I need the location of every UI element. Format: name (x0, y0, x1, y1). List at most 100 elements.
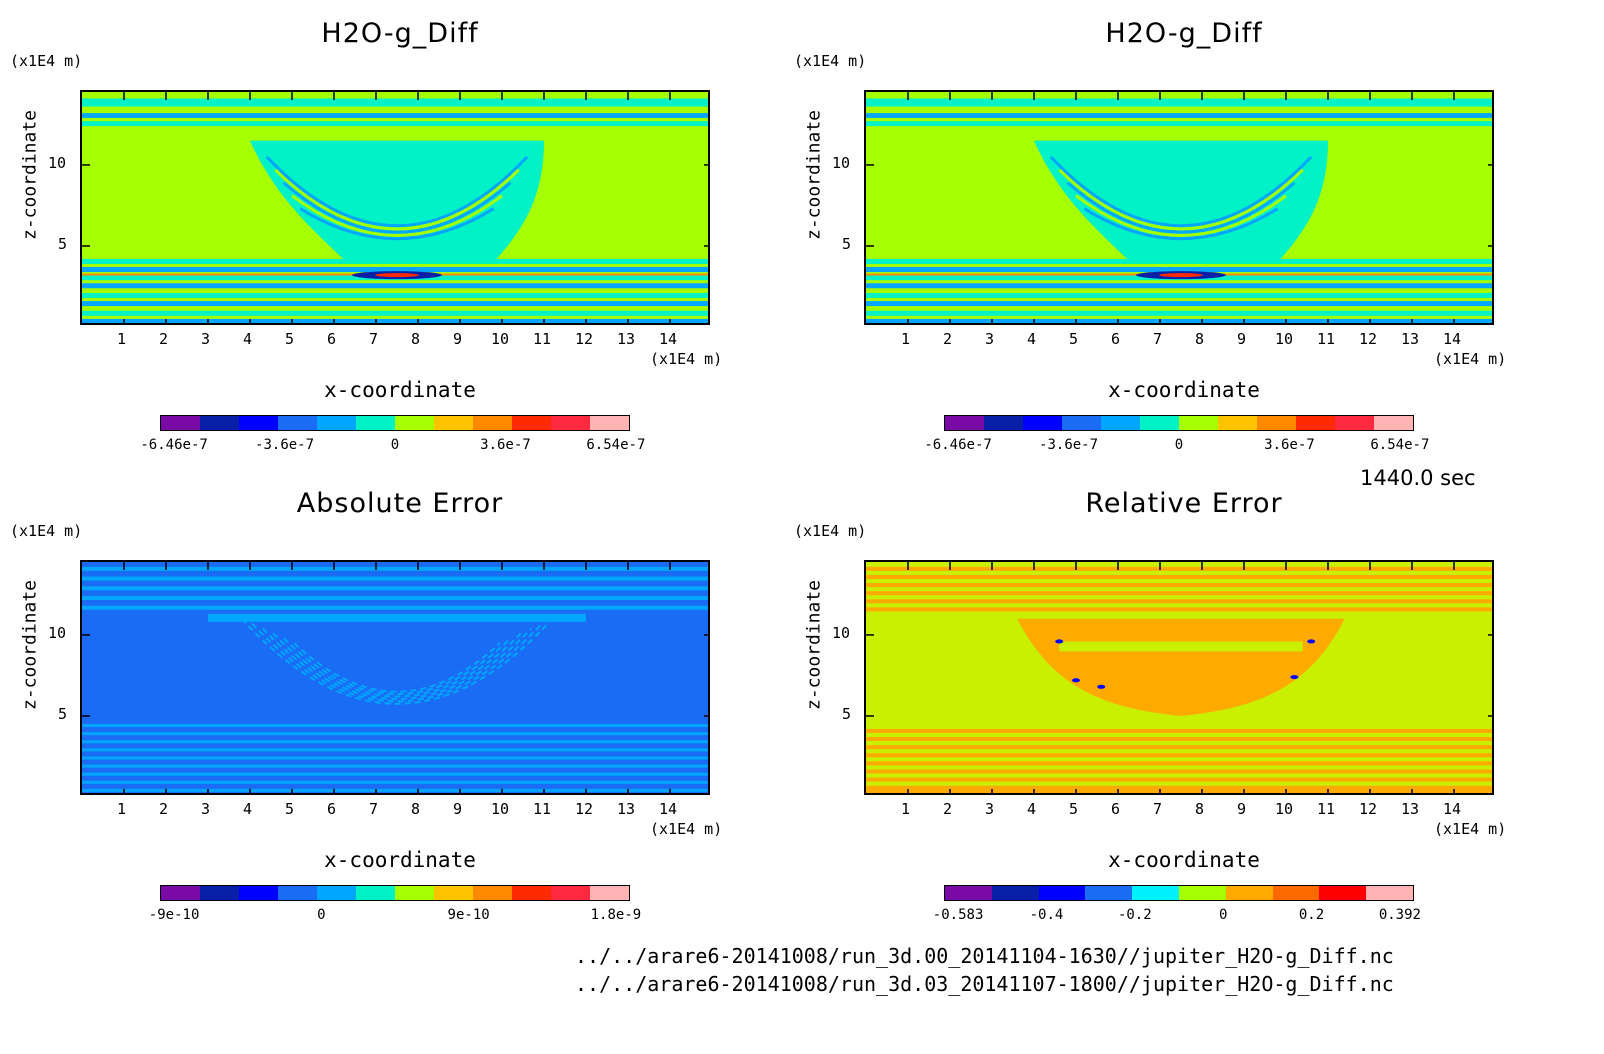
y-unit: (x1E4 m) (10, 52, 83, 70)
x-tick-label: 13 (1401, 800, 1420, 818)
x-tick-label: 14 (1443, 330, 1462, 348)
x-tick-label: 6 (1111, 330, 1121, 348)
x-tick-label: 2 (943, 800, 953, 818)
panel-title: H2O-g_Diff (1105, 18, 1263, 49)
colorbar (160, 885, 630, 901)
panel-title: Relative Error (1085, 488, 1283, 519)
colorbar-swatch (551, 886, 590, 900)
x-tick-label: 2 (943, 330, 953, 348)
x-tick-label: 1 (117, 330, 127, 348)
colorbar-swatch (512, 886, 551, 900)
colorbar-label: 9e-10 (447, 907, 490, 923)
y-tick-label: 5 (842, 234, 852, 253)
colorbar-swatch (1257, 416, 1296, 430)
x-tick-label: 14 (659, 800, 678, 818)
colorbar-swatch (991, 886, 1039, 900)
x-axis-label: x-coordinate (324, 378, 476, 402)
colorbar-swatch (1023, 416, 1062, 430)
colorbar-swatch (1374, 416, 1413, 430)
colorbar-swatch (200, 886, 239, 900)
y-unit: (x1E4 m) (794, 52, 867, 70)
x-tick-label: 2 (159, 330, 169, 348)
panel-title: Absolute Error (296, 488, 504, 519)
colorbar-swatch (945, 416, 984, 430)
x-tick-label: 7 (369, 330, 379, 348)
colorbar (160, 415, 630, 431)
x-tick-label: 12 (575, 800, 594, 818)
colorbar-swatch (434, 416, 473, 430)
time-label: 1440.0 sec (1360, 466, 1476, 490)
y-tick-label: 10 (48, 153, 67, 172)
x-unit: (x1E4 m) (1434, 350, 1507, 368)
x-tick-label: 11 (1317, 330, 1336, 348)
x-tick-label: 10 (491, 800, 510, 818)
colorbar-swatch (395, 416, 434, 430)
colorbar-swatch (1272, 886, 1320, 900)
x-tick-label: 7 (1153, 330, 1163, 348)
x-tick-label: 6 (327, 330, 337, 348)
x-tick-label: 9 (1237, 800, 1247, 818)
colorbar-label: 3.6e-7 (1264, 437, 1315, 453)
colorbar-label: -0.4 (1029, 907, 1064, 923)
x-tick-label: 1 (117, 800, 127, 818)
y-axis-label: z-coordinate (803, 579, 825, 711)
colorbar-swatch (1366, 886, 1413, 900)
x-tick-label: 9 (453, 800, 463, 818)
x-tick-label: 5 (1069, 800, 1079, 818)
y-unit: (x1E4 m) (10, 522, 83, 540)
colorbar-swatch (473, 886, 512, 900)
colorbar-swatch (1296, 416, 1335, 430)
colorbar-swatch (551, 416, 590, 430)
x-tick-label: 13 (1401, 330, 1420, 348)
colorbar-swatch (239, 416, 278, 430)
x-tick-label: 12 (575, 330, 594, 348)
plot-area (864, 560, 1494, 795)
plot-area (80, 90, 710, 325)
y-tick-label: 5 (842, 704, 852, 723)
y-tick-label: 5 (58, 704, 68, 723)
colorbar-swatch (1335, 416, 1374, 430)
x-tick-label: 6 (327, 800, 337, 818)
colorbar-swatch (1178, 886, 1226, 900)
x-tick-label: 1 (901, 800, 911, 818)
panel-h2o-diff-1: H2O-g_Diff (x1E4 m) z-coordinate (x1E4 m… (0, 0, 760, 500)
colorbar-label: -9e-10 (148, 907, 200, 923)
panel-absolute-error: Absolute Error (x1E4 m) z-coordinate (x1… (0, 470, 760, 970)
panel-h2o-diff-2: H2O-g_Diff (x1E4 m) z-coordinate (x1E4 m… (784, 0, 1544, 500)
colorbar-swatch (1101, 416, 1140, 430)
colorbar-swatch (278, 886, 317, 900)
x-tick-label: 13 (617, 800, 636, 818)
x-tick-label: 10 (1275, 800, 1294, 818)
x-tick-label: 4 (243, 800, 253, 818)
colorbar-swatch (1132, 886, 1179, 900)
colorbar-swatch (1179, 416, 1218, 430)
y-tick-label: 10 (48, 623, 67, 642)
x-axis-label: x-coordinate (1108, 848, 1260, 872)
y-tick-label: 10 (832, 153, 851, 172)
colorbar-swatch (161, 886, 200, 900)
field-contours (866, 92, 1492, 323)
x-tick-label: 3 (201, 330, 211, 348)
colorbar-label: 6.54e-7 (586, 437, 646, 453)
colorbar-swatch (356, 886, 395, 900)
x-axis-label: x-coordinate (324, 848, 476, 872)
x-tick-label: 14 (1443, 800, 1462, 818)
colorbar-swatch (984, 416, 1023, 430)
field-contours (82, 92, 708, 323)
x-tick-label: 10 (491, 330, 510, 348)
x-axis-label: x-coordinate (1108, 378, 1260, 402)
field-contours (82, 562, 708, 793)
colorbar-swatch (317, 416, 356, 430)
colorbar-label: -0.2 (1117, 907, 1152, 923)
colorbar-swatch (395, 886, 434, 900)
x-tick-label: 13 (617, 330, 636, 348)
x-tick-label: 11 (533, 330, 552, 348)
panel-relative-error: Relative Error (x1E4 m) z-coordinate (x1… (784, 470, 1544, 970)
footer-file-1: ../../arare6-20141008/run_3d.00_20141104… (575, 944, 1394, 968)
colorbar-swatch (1085, 886, 1133, 900)
x-tick-label: 8 (1195, 330, 1205, 348)
x-tick-label: 9 (1237, 330, 1247, 348)
colorbar-label: 6.54e-7 (1370, 437, 1430, 453)
colorbar-swatch (1140, 416, 1179, 430)
x-tick-label: 10 (1275, 330, 1294, 348)
